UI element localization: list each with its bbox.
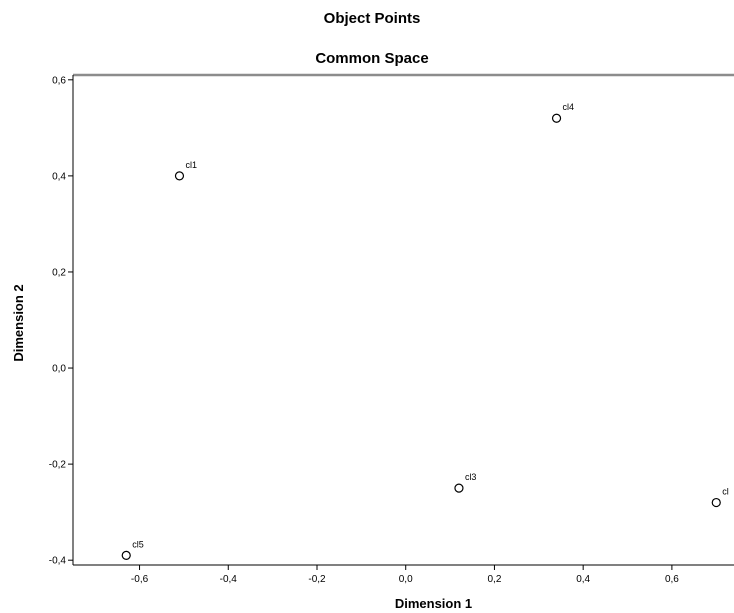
y-tick-label: -0,4 xyxy=(49,556,67,567)
chart-title: Object Points xyxy=(323,10,421,27)
y-tick-label: 0,2 xyxy=(52,267,66,278)
point-marker xyxy=(551,113,562,123)
x-tick-label: 0,2 xyxy=(487,574,501,585)
y-tick-label: -0,2 xyxy=(49,460,67,471)
point-label: cl1 xyxy=(185,160,197,170)
x-tick-label: -0,2 xyxy=(308,574,326,585)
point-marker xyxy=(711,497,721,508)
x-tick-label: -0,6 xyxy=(131,574,149,585)
chart-subtitle: Common Space xyxy=(315,50,429,67)
point-label: cl5 xyxy=(132,539,144,549)
point-marker xyxy=(174,171,185,181)
point-label: cl3 xyxy=(465,472,477,482)
point-marker xyxy=(121,550,131,560)
x-axis-label: Dimension 1 xyxy=(395,596,472,611)
x-tick-label: 0,4 xyxy=(576,574,590,585)
x-axis-ticks: -0,6 -0,4 -0,2 0,0 0,2 0,4 0,6 xyxy=(131,565,679,585)
x-tick-label: 0,6 xyxy=(665,574,679,585)
y-axis-ticks: 0,6 0,4 0,2 0,0 -0,2 -0,4 xyxy=(49,75,73,567)
x-tick-label: -0,4 xyxy=(220,574,238,585)
data-points: cl1 cl4 cl3 cl cl5 xyxy=(121,102,729,560)
y-tick-label: 0,6 xyxy=(52,75,66,86)
point-label: cl4 xyxy=(563,102,575,112)
y-tick-label: 0,0 xyxy=(52,364,66,375)
y-tick-label: 0,4 xyxy=(52,171,66,182)
plot-frame xyxy=(72,73,734,566)
point-marker xyxy=(454,483,464,493)
point-label: cl xyxy=(722,487,729,497)
y-axis-label: Dimension 2 xyxy=(11,284,26,361)
x-tick-label: 0,0 xyxy=(399,574,413,585)
